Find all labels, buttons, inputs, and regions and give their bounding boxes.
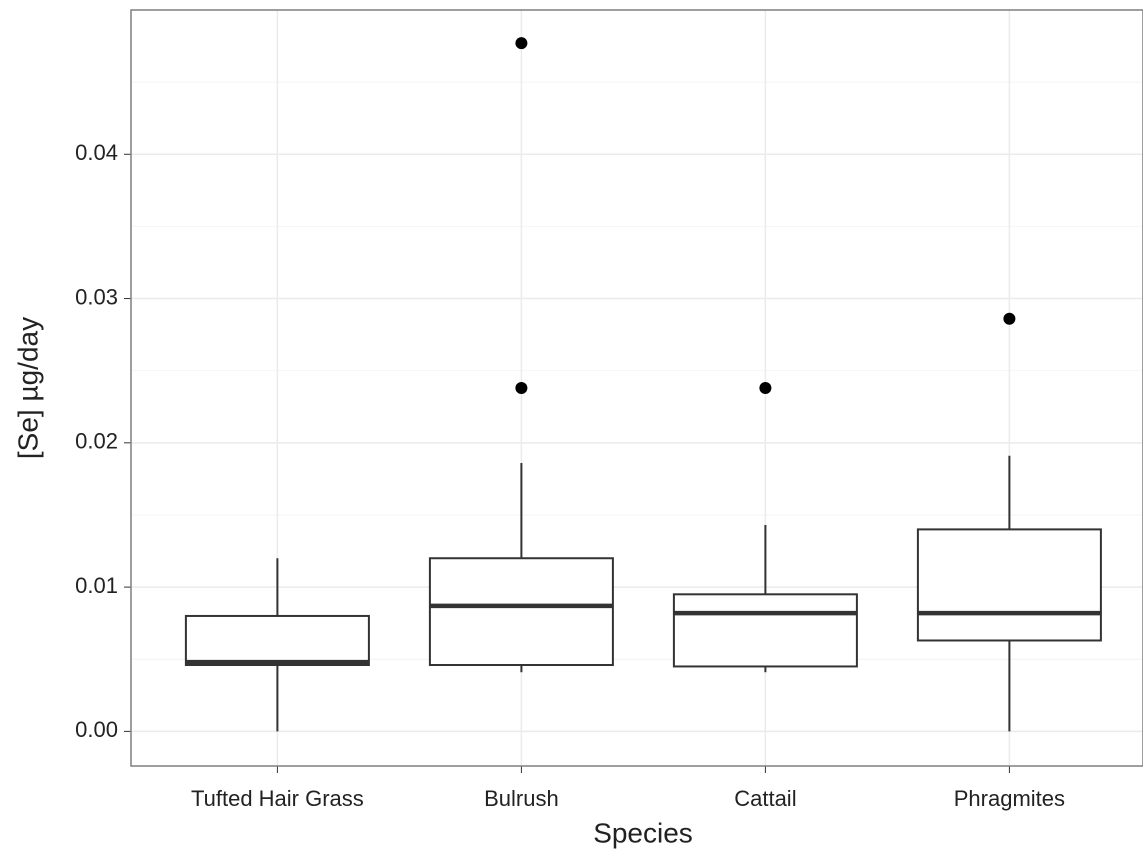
outlier xyxy=(515,37,528,50)
x-tick-label: Phragmites xyxy=(954,786,1065,811)
y-tick-label: 0.00 xyxy=(75,717,118,742)
y-axis-title: [Se] µg/day xyxy=(12,317,43,459)
box xyxy=(428,557,614,667)
plot-border xyxy=(130,9,1143,767)
y-tick-label: 0.03 xyxy=(75,284,118,309)
y-tick-label: 0.01 xyxy=(75,573,118,598)
x-axis-title: Species xyxy=(593,817,693,848)
box xyxy=(916,528,1102,642)
outlier xyxy=(515,382,528,394)
y-tick-label: 0.02 xyxy=(75,429,118,454)
outlier xyxy=(759,382,772,394)
x-tick-label: Bulrush xyxy=(484,786,559,811)
outlier xyxy=(1003,312,1016,325)
box xyxy=(672,593,858,668)
x-tick-label: Tufted Hair Grass xyxy=(191,786,364,811)
box xyxy=(184,614,370,667)
x-tick-label: Cattail xyxy=(734,786,796,811)
y-tick-label: 0.04 xyxy=(75,140,118,165)
